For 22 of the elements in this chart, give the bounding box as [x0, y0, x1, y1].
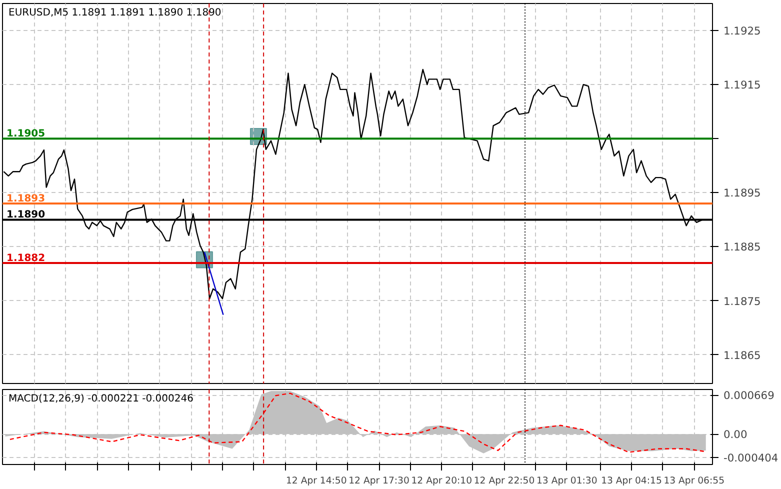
y-tick-label: 1.1895: [724, 186, 761, 200]
ref-line-label: 1.1890: [6, 210, 46, 221]
x-tick-label: 12 Apr 17:30: [348, 476, 410, 486]
y-tick-label: -0.000404: [724, 452, 778, 465]
y-tick-label: 1.1915: [724, 78, 761, 92]
x-tick-label: 13 Apr 01:30: [536, 476, 598, 486]
x-tick-label: 13 Apr 06:55: [664, 476, 725, 486]
y-tick-label: 1.1885: [724, 240, 761, 254]
ref-line-label: 1.1905: [6, 128, 46, 140]
chart-title: EURUSD,M5 1.1891 1.1891 1.1890 1.1890: [8, 8, 222, 18]
y-tick-label: 0.000669: [724, 389, 775, 402]
chart-title: MACD(12,26,9) -0.000221 -0.000246: [8, 394, 194, 404]
x-tick-label: 12 Apr 20:10: [411, 476, 472, 486]
x-tick-label: 12 Apr 14:50: [286, 476, 347, 486]
y-tick-label: 1.1875: [724, 294, 761, 308]
ref-line-label: 1.1893: [6, 194, 46, 204]
ref-line-label: 1.1882: [6, 252, 46, 264]
y-tick-label: 0.00: [724, 428, 748, 442]
y-tick-label: 1.1865: [724, 348, 761, 362]
x-tick-label: 13 Apr 04:15: [601, 476, 662, 486]
x-tick-label: 12 Apr 22:50: [474, 476, 535, 486]
y-tick-label: 1.1925: [724, 24, 761, 38]
